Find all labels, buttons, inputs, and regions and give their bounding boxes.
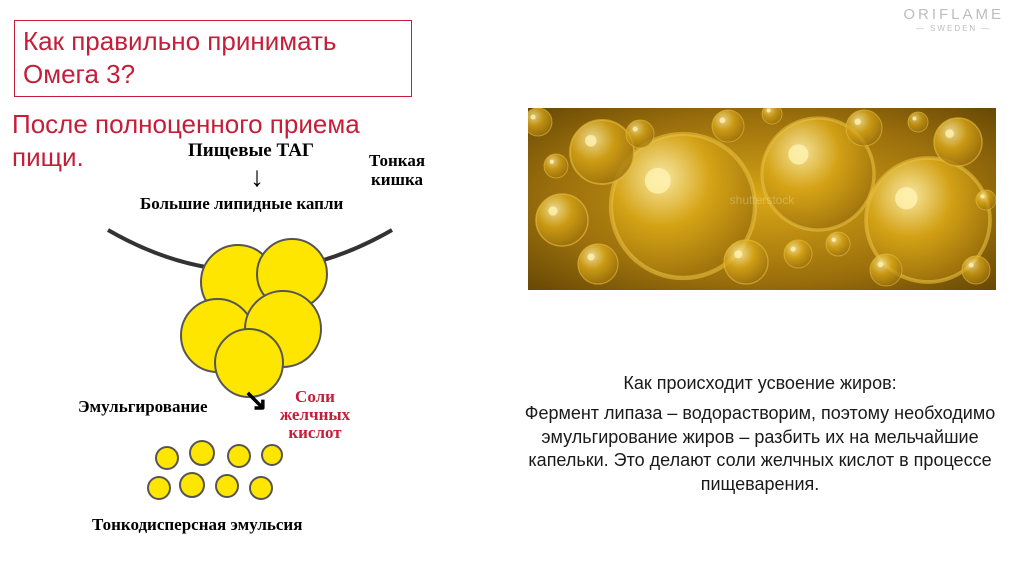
emulsion-droplet: [215, 474, 239, 498]
watermark: shutterstock: [730, 193, 796, 207]
bubble-highlight: [645, 168, 671, 194]
oil-bubble: [908, 112, 928, 132]
emulsion-droplet: [189, 440, 215, 466]
slide-title: Как правильно принимать Омега 3?: [23, 25, 397, 90]
bubble-highlight: [895, 187, 917, 209]
brand-name: ORIFLAME: [903, 6, 1004, 23]
oil-bubble: [976, 190, 996, 210]
brand-logo: ORIFLAME — SWEDEN —: [903, 6, 1004, 33]
bubble-highlight: [878, 262, 884, 268]
oil-bubble: [934, 118, 982, 166]
explanation-heading: Как происходит усвоение жиров:: [514, 372, 1006, 396]
oil-bubble: [870, 254, 902, 286]
oil-bubble: [762, 108, 782, 124]
emulsion-droplet: [179, 472, 205, 498]
explanation-body: Фермент липаза – водорастворим, поэтому …: [514, 402, 1006, 497]
oil-bubble: [536, 194, 588, 246]
bubble-highlight: [913, 117, 917, 121]
emulsion-droplet: [155, 446, 179, 470]
oil-bubble: [578, 244, 618, 284]
small-lipid-drops: [145, 440, 305, 510]
label-bile-salts: Соли желчных кислот: [270, 388, 360, 442]
bubble-highlight: [969, 263, 974, 268]
label-gut: Тонкая кишка: [362, 152, 432, 189]
oil-bubbles-image: shutterstock: [528, 108, 996, 290]
emulsion-droplet: [227, 444, 251, 468]
bubble-highlight: [788, 144, 808, 164]
bubble-highlight: [791, 247, 796, 252]
arrow-icon: ↘: [243, 383, 268, 418]
label-tag: Пищевые ТАГ: [188, 140, 314, 162]
bubble-highlight: [587, 253, 594, 260]
oil-bubble: [626, 120, 654, 148]
emulsion-droplet: [261, 444, 283, 466]
oil-bubble: [724, 240, 768, 284]
bubble-highlight: [720, 118, 726, 124]
emulsion-droplet: [147, 476, 171, 500]
arrow-icon: ↓: [250, 162, 264, 194]
label-big-lipid: Большие липидные капли: [140, 194, 343, 214]
oil-bubble: [528, 108, 552, 136]
bubble-highlight: [548, 206, 557, 215]
lipid-diagram: Пищевые ТАГ Тонкая кишка ↓ Большие липид…: [100, 140, 440, 550]
bubble-highlight: [767, 109, 771, 113]
oil-bubble: [712, 110, 744, 142]
oil-bubble: [570, 120, 634, 184]
label-fine-emulsion: Тонкодисперсная эмульсия: [92, 515, 302, 535]
oil-bubble: [544, 154, 568, 178]
oil-bubble: [826, 232, 850, 256]
bubble-highlight: [531, 115, 536, 120]
big-lipid-drops: [166, 232, 350, 392]
oil-bubble: [846, 110, 882, 146]
oil-bubble: [784, 240, 812, 268]
bubble-highlight: [832, 238, 836, 242]
bubble-highlight: [945, 129, 954, 138]
explanation-text: Как происходит усвоение жиров: Фермент л…: [514, 372, 1006, 497]
brand-sub: — SWEDEN —: [903, 24, 1004, 33]
bubble-highlight: [585, 135, 597, 147]
bubble-highlight: [550, 160, 554, 164]
bubble-highlight: [981, 195, 985, 199]
bubble-highlight: [734, 250, 742, 258]
emulsion-droplet: [249, 476, 273, 500]
oil-bubble: [962, 256, 990, 284]
bubble-highlight: [633, 127, 638, 132]
bubble-highlight: [854, 118, 860, 124]
title-box: Как правильно принимать Омега 3?: [14, 20, 412, 97]
label-emulsification: Эмульгирование: [78, 397, 208, 417]
